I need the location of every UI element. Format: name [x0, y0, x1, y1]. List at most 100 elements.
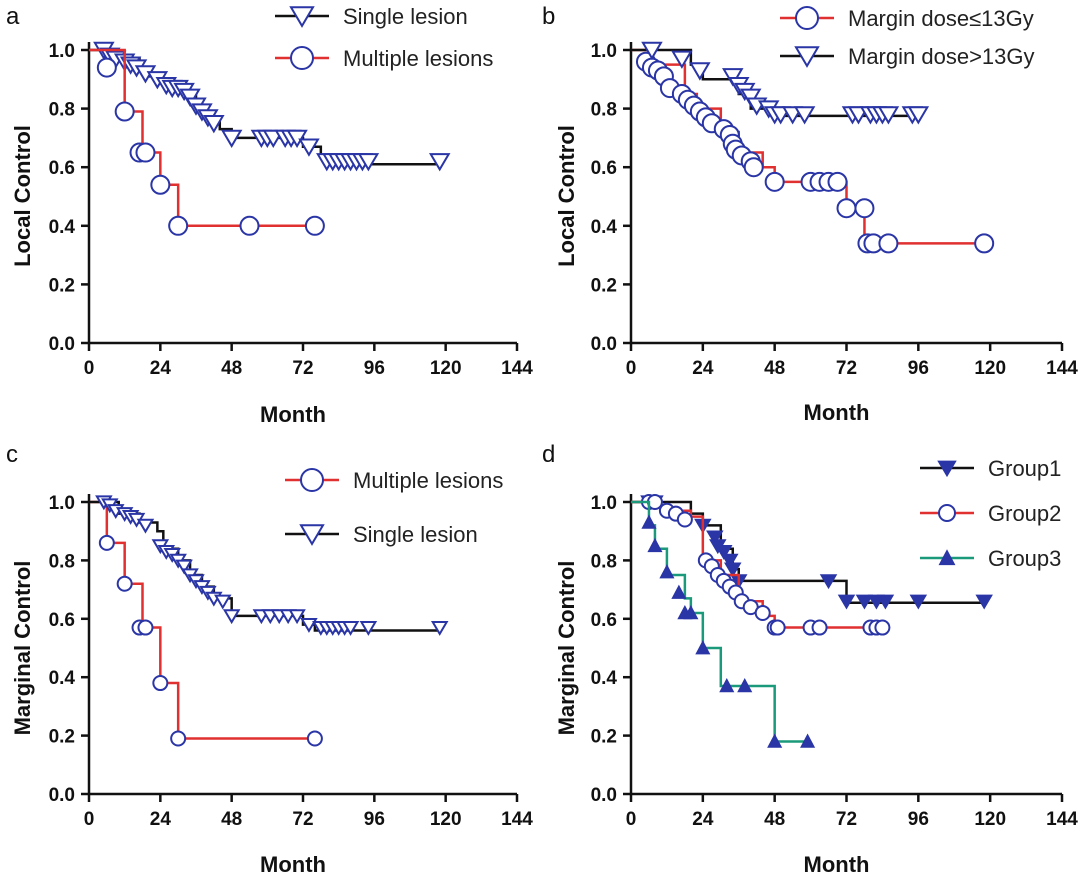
censor-marker: [179, 88, 201, 107]
y-tick-label: 0.2: [591, 275, 617, 296]
y-tick-label: 0.6: [591, 610, 617, 631]
censor-marker: [222, 609, 241, 625]
censor-marker: [430, 620, 449, 636]
y-tick-label: 0.8: [591, 100, 617, 121]
panel-b: b 0 24 48 72 96 120 144 0.0 0.2 0.4 0.6 0.8 1.0 Month L…: [542, 3, 1078, 425]
x-tick-label: 0: [626, 809, 637, 830]
series-group3: [631, 500, 816, 748]
censor-marker: [357, 153, 380, 172]
censor-marker: [359, 620, 378, 636]
y-tick-label: 0.2: [49, 727, 75, 748]
series-multiple-lesions: [89, 500, 323, 747]
censor-marker: [819, 574, 838, 590]
y-tick-label: 0.8: [591, 551, 617, 572]
x-axis-title: Month: [260, 402, 326, 427]
series-single-lesion: [89, 41, 451, 172]
legend-entry: Single lesion: [275, 4, 468, 29]
censor-marker: [170, 730, 187, 747]
series-group1: [631, 495, 993, 610]
censor-marker: [827, 171, 848, 192]
censor-marker: [676, 511, 693, 528]
x-axis-title: Month: [260, 852, 326, 877]
censor-marker: [876, 594, 895, 610]
y-tick-label: 1.0: [49, 493, 75, 514]
x-tick-label: 144: [1046, 809, 1078, 830]
censor-marker: [135, 142, 156, 163]
y-tick-label: 0.4: [591, 217, 618, 238]
censor-marker: [428, 153, 451, 172]
censor-marker: [152, 675, 169, 692]
censor-marker: [907, 106, 930, 125]
y-tick-label: 1.0: [591, 493, 617, 514]
x-tick-label: 24: [150, 809, 172, 830]
legend-entry: Group3: [920, 546, 1061, 571]
x-tick-label: 48: [764, 809, 785, 830]
y-tick-label: 0.4: [49, 217, 76, 238]
legend-marker: [938, 549, 956, 566]
legend-label: Single lesion: [343, 4, 468, 29]
y-tick-label: 0.8: [49, 100, 75, 121]
legend-label: Group1: [988, 456, 1061, 481]
censor-marker: [304, 215, 325, 236]
x-tick-label: 48: [221, 358, 242, 379]
x-tick-label: 0: [626, 358, 637, 379]
legend-label: Multiple lesions: [353, 468, 503, 493]
censor-marker: [975, 594, 993, 610]
legend-entry: Group1: [920, 456, 1061, 481]
y-tick-label: 0.0: [591, 785, 617, 806]
censor-marker: [137, 619, 154, 636]
censor-marker: [855, 594, 874, 610]
legend-label: Group3: [988, 546, 1061, 571]
x-axis-title: Month: [804, 400, 870, 425]
y-axis-title: Local Control: [554, 125, 579, 267]
legend-label: Margin dose≤13Gy: [848, 6, 1034, 31]
series-margin-dose-13gy: [631, 48, 995, 254]
legend-marker: [938, 504, 956, 522]
censor-marker: [300, 618, 318, 633]
legend-marker: [300, 468, 324, 492]
series-single-lesion: [89, 495, 449, 636]
censor-marker: [306, 730, 323, 747]
censor-marker: [719, 678, 735, 693]
x-tick-label: 96: [908, 809, 929, 830]
censor-marker: [974, 233, 995, 254]
censor-marker: [811, 619, 828, 636]
censor-marker: [724, 562, 742, 578]
censor-marker: [689, 62, 711, 81]
series-margin-dose-13gy: [631, 41, 930, 125]
legend-marker: [299, 524, 325, 546]
censor-marker: [659, 564, 675, 579]
censor-marker: [743, 157, 764, 178]
censor-marker: [767, 733, 783, 748]
legend-label: Single lesion: [353, 522, 478, 547]
censor-marker: [874, 619, 891, 636]
panel-a: a 0 24 48 72 96 120 144 0.0 0.2 0.4 0.6 0.8 1.0 Month L…: [6, 3, 533, 427]
censor-marker: [683, 605, 699, 620]
censor-marker: [136, 518, 155, 534]
censor-marker: [203, 115, 225, 134]
censor-marker: [239, 215, 260, 236]
x-tick-label: 120: [974, 358, 1006, 379]
y-tick-label: 0.0: [49, 334, 75, 355]
censor-marker: [641, 41, 663, 61]
censor-marker: [341, 620, 360, 636]
y-tick-label: 0.2: [591, 727, 617, 748]
censor-marker: [800, 733, 816, 748]
y-axis-title: Marginal Control: [10, 561, 35, 736]
x-axis-title: Month: [804, 852, 870, 877]
censor-marker: [836, 198, 857, 219]
y-tick-label: 0.6: [49, 610, 75, 631]
x-tick-label: 48: [221, 809, 242, 830]
censor-marker: [214, 594, 232, 610]
panel-letter: d: [542, 441, 555, 468]
y-axis-title: Local Control: [10, 125, 35, 267]
x-tick-label: 144: [501, 809, 533, 830]
legend-label: Group2: [988, 501, 1061, 526]
censor-marker: [793, 106, 816, 125]
censor-marker: [286, 129, 308, 148]
y-tick-label: 0.4: [49, 668, 76, 689]
x-tick-label: 24: [150, 358, 172, 379]
censor-marker: [671, 50, 693, 69]
panel-c: c 0 24 48 72 96 120 144 0.0 0.2 0.4 0.6 0.8 1.0 Month M…: [6, 441, 533, 877]
